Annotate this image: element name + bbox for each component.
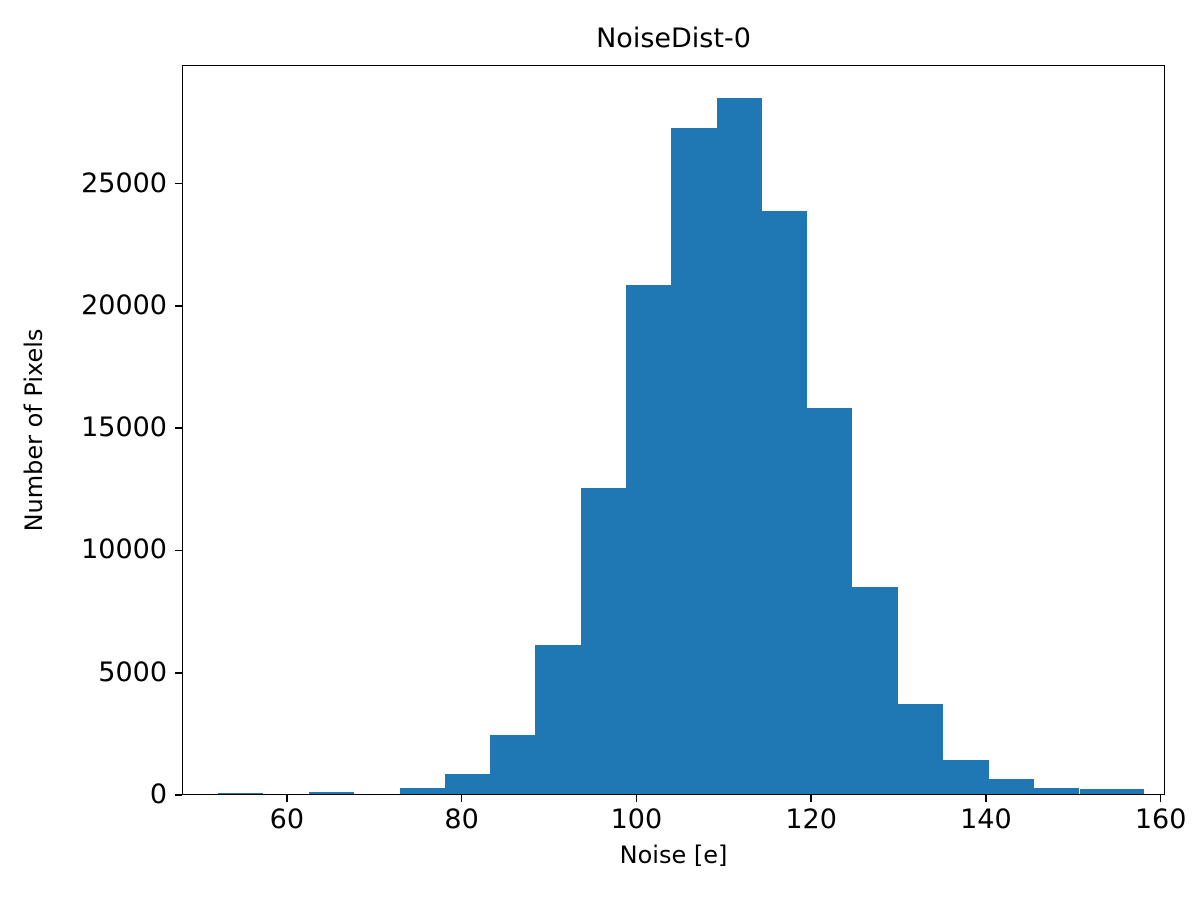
histogram-bar [716,98,763,794]
x-tick-label: 140 [960,804,1012,835]
histogram-bar [399,787,446,794]
histogram-bar [852,587,898,794]
y-tick-label: 25000 [81,167,167,199]
x-tick-mark [286,795,288,802]
histogram-bar [308,792,355,794]
histogram-bar [806,407,853,794]
y-tick-mark [175,671,182,674]
y-tick-label: 15000 [81,412,167,444]
x-axis-label: Noise [e] [619,841,728,869]
x-tick-label: 120 [785,804,837,835]
y-tick-label: 20000 [81,289,167,321]
histogram-bar [445,774,490,794]
x-tick-label: 80 [444,804,479,835]
x-tick-label: 60 [269,804,305,835]
chart-title: NoiseDist-0 [596,23,751,54]
histogram-bar [943,759,989,794]
y-tick-mark [175,427,182,429]
y-tick-mark [175,305,182,307]
histogram-bar [535,644,581,794]
histogram-bar [217,792,264,794]
x-tick-label: 100 [610,804,663,835]
y-tick-mark [175,549,182,552]
x-tick-label: 160 [1134,804,1187,835]
histogram-bar [988,779,1035,794]
histogram-bar [671,127,717,794]
histogram-bar [1124,789,1145,794]
plot-area [182,65,1165,795]
histogram-bar [489,735,536,794]
histogram-bar [580,488,626,794]
y-tick-label: 5000 [98,656,167,688]
histogram-bar [762,210,807,794]
x-tick-mark [985,795,987,802]
y-tick-mark [175,182,182,185]
histogram-bar [626,285,672,794]
y-tick-label: 0 [149,779,167,810]
x-tick-mark [1159,795,1162,802]
y-tick-mark [175,794,182,796]
y-tick-label: 10000 [81,534,167,566]
x-tick-mark [460,795,463,802]
histogram-bars [183,66,1164,794]
x-tick-mark [635,795,638,802]
y-axis-label: Number of Pixels [20,328,48,532]
histogram-bar [1079,789,1125,794]
histogram-bar [1034,787,1080,794]
histogram-bar [897,703,944,794]
x-tick-mark [810,795,812,802]
